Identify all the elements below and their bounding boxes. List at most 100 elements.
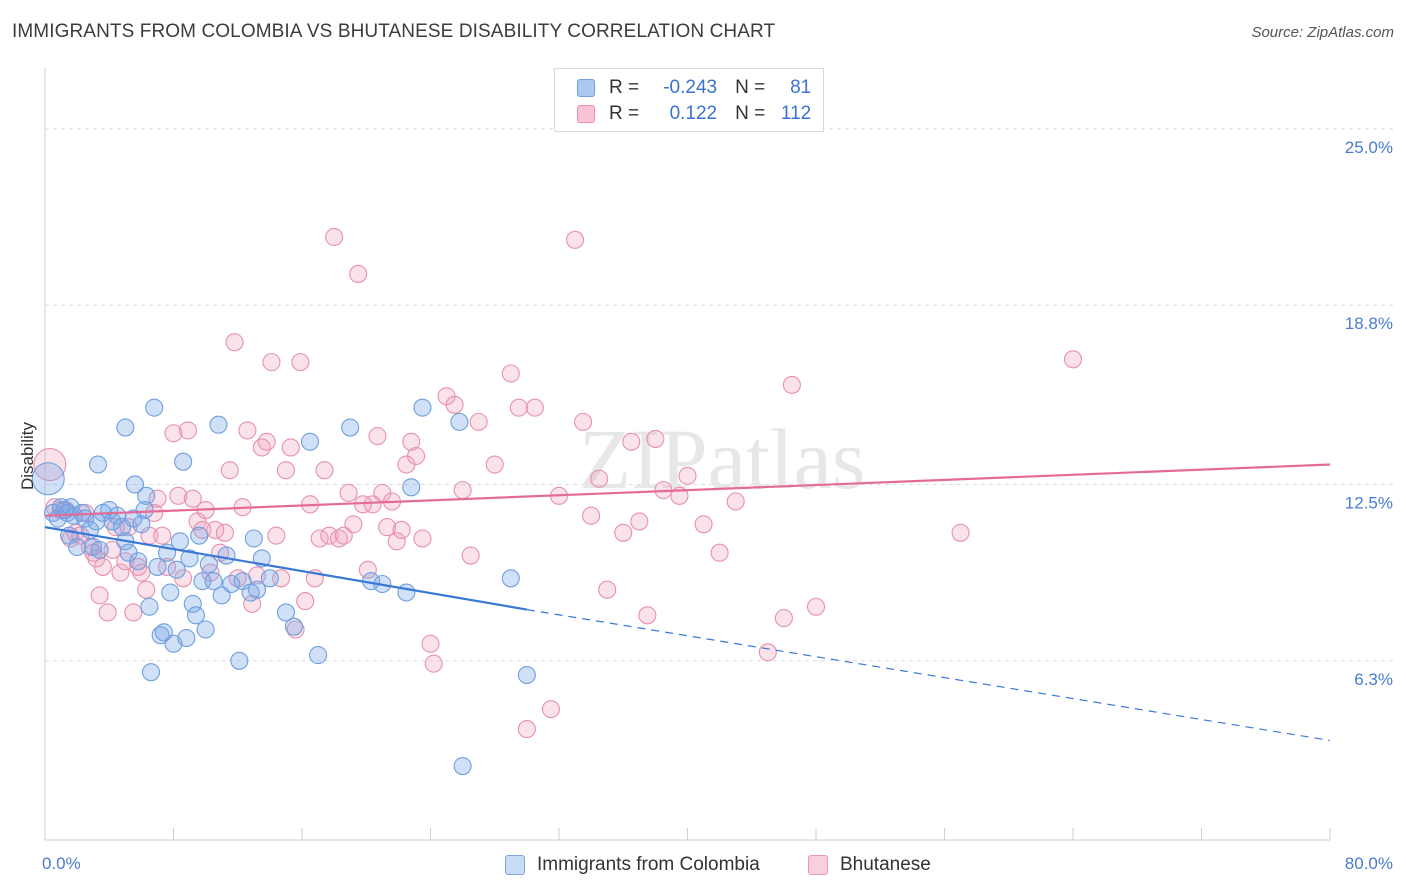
colombia-trend-extension [526,609,1331,742]
bhutanese-point [220,461,239,480]
bhutanese-point [630,512,649,531]
legend-item-colombia[interactable]: Immigrants from Colombia [505,851,760,879]
colombia-point [31,462,65,496]
colombia-point [517,665,536,685]
bhutanese-point [349,264,368,284]
bhutanese-point [257,432,276,451]
bhutanese-point [124,603,143,622]
colombia-point [413,398,432,417]
watermark: ZIPatlas [579,411,866,507]
colombia-point [196,620,215,639]
colombia-point [116,418,135,437]
legend-r-label: R = [609,77,640,98]
legend-swatch-bhutanese [808,855,828,875]
bhutanese-point [806,597,826,616]
legend-n-label: N = [735,77,766,98]
bhutanese-point [566,230,585,249]
legend-r-label: R = [609,103,640,124]
bhutanese-point [445,395,464,414]
colombia-point [177,628,196,648]
bhutanese-point [694,515,713,534]
colombia-point [276,603,295,622]
colombia-point [90,540,109,559]
colombia-trend-line [44,526,528,611]
bhutanese-point [758,643,777,662]
bhutanese-point [339,483,358,503]
bhutanese-point [183,489,202,508]
bhutanese-point [541,700,561,719]
colombia-point [501,569,520,588]
bhutanese-point [225,333,244,352]
bhutanese-point [782,375,801,394]
bhutanese-point [106,518,125,537]
colombia-point [148,557,167,576]
colombia-point [222,574,241,594]
legend-label-colombia: Immigrants from Colombia [537,854,760,875]
colombia-point [88,455,108,474]
bhutanese-point [678,466,697,485]
x-tick-label: 80.0% [1345,854,1393,873]
colombia-point [204,572,223,591]
bhutanese-point [281,438,300,457]
legend-item-bhutanese[interactable]: Bhutanese [808,851,931,879]
bhutanese-point [525,398,544,417]
bhutanese-point [238,421,257,440]
series-legend: Immigrants from Colombia Bhutanese [0,851,1406,879]
chart-title: IMMIGRANTS FROM COLOMBIA VS BHUTANESE DI… [12,21,776,42]
legend-n-value: 81 [790,77,812,98]
y-axis-label: Disability [18,421,37,490]
legend-swatch-colombia [505,855,525,875]
bhutanese-point [243,594,262,613]
bhutanese-point [646,429,665,448]
colombia-point [137,486,156,505]
bhutanese-trend-line [44,463,1331,517]
bhutanese-point [378,518,397,537]
colombia-point [170,532,189,551]
y-tick-label: 18.8% [1345,314,1393,333]
colombia-point [300,432,320,451]
colombia-point [180,549,199,568]
bhutanese-point [291,353,310,372]
bhutanese-point [387,532,406,551]
bhutanese-point [402,432,421,451]
bhutanese-point [614,523,633,542]
colombia-point [230,651,249,670]
colombia-point [125,475,144,494]
colombia-point [217,546,236,565]
bhutanese-point [774,609,793,628]
y-tick-label: 12.5% [1345,493,1393,512]
bhutanese-point [1063,350,1083,369]
colombia-point [145,398,164,417]
bhutanese-point [598,580,617,599]
colombia-point [135,500,154,520]
bhutanese-point [153,526,172,545]
bhutanese-point [296,592,315,611]
bhutanese-point [286,620,305,639]
bhutanese-point [469,412,488,431]
colombia-point [186,606,206,625]
colombia-point [284,617,304,636]
bhutanese-point [325,227,344,247]
bhutanese-point [710,543,729,562]
correlation-legend: R = -0.243 N = 81 R = 0.122 N = 112 [554,68,824,132]
legend-n-label: N = [735,103,766,124]
bhutanese-point [129,557,148,576]
colombia-point [161,583,180,602]
bhutanese-point [461,546,480,565]
bhutanese-point [509,398,528,417]
bhutanese-point [413,529,432,548]
colombia-point [453,756,472,776]
bhutanese-point [582,506,601,525]
bhutanese-point [252,438,271,457]
legend-label-bhutanese: Bhutanese [840,854,931,875]
bhutanese-point [726,492,745,511]
legend-r-value: 0.122 [669,103,718,124]
bhutanese-point [132,563,151,582]
bhutanese-point [344,515,363,534]
bhutanese-point [262,353,281,372]
bhutanese-point [424,654,443,673]
bhutanese-point [33,447,67,482]
bhutanese-point [501,364,520,383]
bhutanese-point [178,421,198,440]
bhutanese-point [622,432,641,451]
